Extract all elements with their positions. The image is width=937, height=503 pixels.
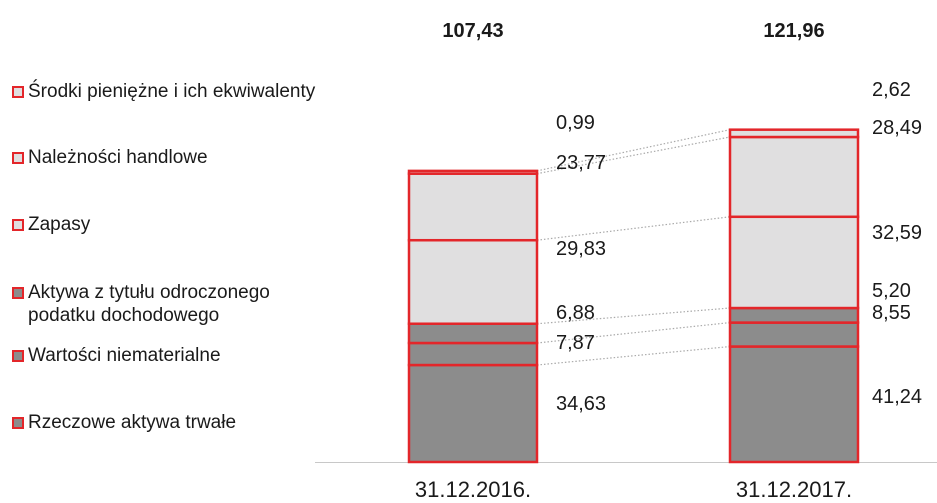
connector-line bbox=[536, 345, 731, 366]
legend-label-cash: Środki pieniężne i ich ekwiwalenty bbox=[28, 81, 316, 102]
legend-label-receivables: Należności handlowe bbox=[28, 147, 208, 168]
data-label: 8,55 bbox=[872, 302, 911, 324]
x-tick-label: 31.12.2017. bbox=[736, 477, 852, 502]
bar-segment bbox=[407, 169, 539, 175]
legend-item-deferred-tax: Aktywa z tytułu odroczonego podatku doch… bbox=[12, 281, 270, 327]
legend-label-inventory: Zapasy bbox=[28, 214, 91, 235]
total-label: 121,96 bbox=[763, 20, 824, 42]
total-label: 107,43 bbox=[442, 20, 503, 42]
connector-line bbox=[536, 216, 731, 241]
connector-line bbox=[536, 321, 731, 344]
bar-segment bbox=[728, 306, 860, 324]
connector-line bbox=[536, 136, 731, 175]
legend-label-deferred-tax: Aktywa z tytułu odroczonego podatku doch… bbox=[28, 282, 270, 326]
data-label: 5,20 bbox=[872, 280, 911, 302]
bar-segment bbox=[407, 172, 539, 242]
legend-swatch-fixed-assets bbox=[12, 417, 24, 429]
bar-segment bbox=[728, 215, 860, 310]
legend-swatch-intangibles bbox=[12, 350, 24, 362]
bar-segment bbox=[728, 128, 860, 139]
legend-label-fixed-assets: Rzeczowe aktywa trwałe bbox=[28, 412, 237, 433]
bar-segment bbox=[407, 322, 539, 345]
legend-item-inventory: Zapasy bbox=[12, 213, 90, 236]
data-label: 34,63 bbox=[556, 393, 606, 415]
connector-line bbox=[536, 129, 731, 172]
data-label: 29,83 bbox=[556, 238, 606, 260]
data-label: 7,87 bbox=[556, 332, 595, 354]
bar-segment bbox=[407, 238, 539, 325]
data-label: 32,59 bbox=[872, 222, 922, 244]
bar-segment bbox=[407, 341, 539, 367]
connector-line bbox=[536, 307, 731, 325]
legend-swatch-cash bbox=[12, 86, 24, 98]
bar-segment bbox=[407, 363, 539, 464]
legend-label-intangibles: Wartości niematerialne bbox=[28, 345, 221, 366]
data-label: 41,24 bbox=[872, 386, 922, 408]
legend-item-fixed-assets: Rzeczowe aktywa trwałe bbox=[12, 411, 236, 434]
legend-item-intangibles: Wartości niematerialne bbox=[12, 344, 221, 367]
bar-segment bbox=[728, 321, 860, 348]
data-label: 23,77 bbox=[556, 152, 606, 174]
bar-segment bbox=[728, 345, 860, 464]
x-tick-label: 31.12.2016. bbox=[415, 477, 531, 502]
data-label: 2,62 bbox=[872, 79, 911, 101]
legend-item-receivables: Należności handlowe bbox=[12, 146, 208, 169]
data-label: 28,49 bbox=[872, 117, 922, 139]
data-label: 0,99 bbox=[556, 112, 595, 134]
legend-swatch-inventory bbox=[12, 219, 24, 231]
legend-swatch-deferred-tax bbox=[12, 287, 24, 299]
legend-item-cash: Środki pieniężne i ich ekwiwalenty bbox=[12, 80, 315, 103]
bar-segment bbox=[728, 135, 860, 219]
legend: Środki pieniężne i ich ekwiwalenty Należ… bbox=[12, 0, 372, 503]
data-label: 6,88 bbox=[556, 302, 595, 324]
legend-swatch-receivables bbox=[12, 152, 24, 164]
